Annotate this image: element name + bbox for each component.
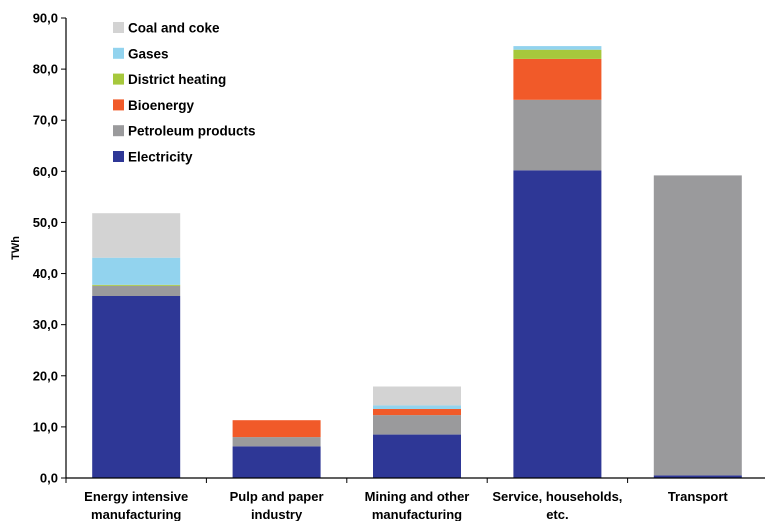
- legend-item-petroleum-products: Petroleum products: [113, 124, 256, 139]
- x-tick-label: manufacturing: [91, 507, 181, 521]
- legend-label: Electricity: [128, 150, 193, 165]
- axes-layer: 0,0 10,0 20,0 30,0 40,0 50,0 60,0 70,0 80,0 90,0 E…: [10, 11, 765, 522]
- legend-item-electricity: Electricity: [113, 150, 193, 165]
- legend-swatch-bioenergy: [113, 99, 124, 111]
- x-tick-label: Transport: [668, 489, 729, 504]
- legend-item-district-heating: District heating: [113, 72, 226, 87]
- y-tick-label: 60,0: [33, 164, 58, 179]
- legend-swatch-district-heating: [113, 73, 124, 85]
- bar-district-heating-3: [513, 49, 602, 59]
- bar-electricity-4: [653, 475, 742, 478]
- bar-gases-2: [373, 405, 461, 409]
- bar-petroleum-products-3: [513, 99, 602, 171]
- bars-layer: [92, 46, 742, 479]
- bar-bioenergy-2: [373, 409, 461, 416]
- x-tick-label: industry: [251, 507, 303, 521]
- y-tick-label: 50,0: [33, 215, 58, 230]
- bar-district-heating-0: [92, 284, 181, 286]
- legend-item-gases: Gases: [113, 46, 169, 61]
- bar-petroleum-products-2: [373, 415, 461, 435]
- y-tick-label: 90,0: [33, 11, 58, 26]
- x-tick-label: etc.: [546, 507, 568, 521]
- legend-item-coal-and-coke: Coal and coke: [113, 21, 220, 36]
- legend: Coal and coke Gases District heating Bioene…: [113, 21, 256, 165]
- x-tick-label: Pulp and paper: [230, 489, 324, 504]
- y-tick-label: 20,0: [33, 368, 58, 383]
- bar-coal-and-coke-2: [373, 386, 461, 406]
- bar-gases-3: [513, 46, 602, 50]
- x-tick-label: Energy intensive: [84, 489, 188, 504]
- bar-bioenergy-1: [232, 420, 321, 438]
- y-tick-label: 70,0: [33, 113, 58, 128]
- bar-electricity-1: [232, 446, 321, 478]
- legend-swatch-gases: [113, 47, 124, 59]
- y-tick-label: 30,0: [33, 317, 58, 332]
- legend-label: District heating: [128, 72, 226, 87]
- legend-label: Gases: [128, 46, 169, 61]
- legend-label: Bioenergy: [128, 98, 195, 113]
- bar-coal-and-coke-0: [92, 213, 181, 258]
- legend-swatch-coal-and-coke: [113, 22, 124, 33]
- bar-gases-0: [92, 257, 181, 285]
- y-tick-label: 0,0: [40, 471, 58, 486]
- bar-electricity-2: [373, 434, 461, 478]
- y-tick-label: 80,0: [33, 62, 58, 77]
- bar-electricity-0: [92, 296, 181, 478]
- bar-electricity-3: [513, 170, 602, 479]
- y-axis-title: TWh: [10, 236, 22, 260]
- bar-petroleum-products-1: [232, 437, 321, 447]
- y-tick-label: 40,0: [33, 266, 58, 281]
- bar-petroleum-products-0: [92, 285, 181, 296]
- bar-bioenergy-3: [513, 58, 602, 100]
- legend-swatch-electricity: [113, 151, 124, 162]
- legend-label: Coal and coke: [128, 21, 220, 36]
- x-tick-label: manufacturing: [372, 507, 462, 521]
- x-tick-label: Mining and other: [365, 489, 470, 504]
- y-tick-label: 10,0: [33, 419, 58, 434]
- legend-label: Petroleum products: [128, 124, 256, 139]
- x-tick-label: Service, households,: [492, 489, 622, 504]
- legend-swatch-petroleum-products: [113, 125, 124, 137]
- legend-item-bioenergy: Bioenergy: [113, 98, 195, 113]
- bar-petroleum-products-4: [653, 175, 742, 476]
